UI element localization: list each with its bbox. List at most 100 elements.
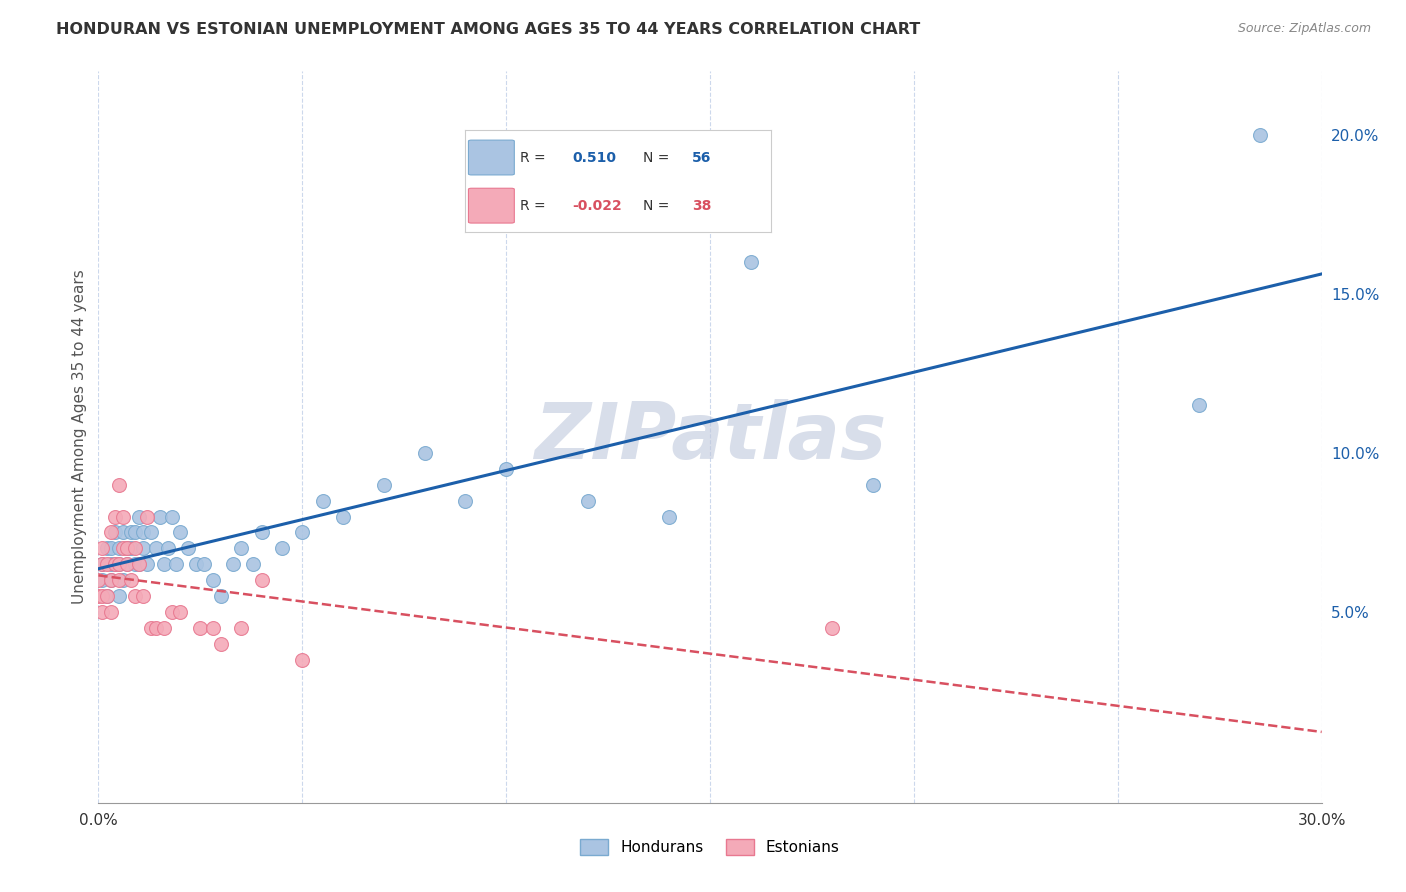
Point <box>111 541 134 556</box>
Point <box>152 621 174 635</box>
Point <box>108 541 131 556</box>
Point <box>169 605 191 619</box>
Point <box>209 589 232 603</box>
Point <box>862 477 884 491</box>
Point <box>231 541 253 556</box>
Y-axis label: Unemployment Among Ages 35 to 44 years: Unemployment Among Ages 35 to 44 years <box>72 269 87 605</box>
Text: N =: N = <box>643 151 673 164</box>
Point <box>104 509 127 524</box>
Text: 56: 56 <box>692 151 711 164</box>
Point <box>250 573 273 587</box>
Point <box>124 558 146 572</box>
FancyBboxPatch shape <box>468 188 515 223</box>
Point <box>373 477 395 491</box>
Point <box>201 621 224 635</box>
Point <box>169 525 191 540</box>
Point <box>1249 128 1271 142</box>
Point <box>141 525 163 540</box>
Point <box>100 558 122 572</box>
Point <box>454 493 477 508</box>
Point <box>231 621 253 635</box>
Point <box>115 558 138 572</box>
Point <box>576 493 599 508</box>
Point <box>658 509 681 524</box>
Point <box>111 573 134 587</box>
Text: R =: R = <box>520 199 550 212</box>
Point <box>91 558 114 572</box>
Point <box>209 637 232 651</box>
Point <box>821 621 844 635</box>
Point <box>100 525 122 540</box>
Point <box>115 541 138 556</box>
Point <box>291 653 314 667</box>
Point <box>132 541 155 556</box>
Point <box>87 589 110 603</box>
Point <box>91 541 114 556</box>
Point <box>270 541 294 556</box>
Point <box>145 621 167 635</box>
Point <box>111 509 134 524</box>
Point <box>201 573 224 587</box>
Point <box>160 605 183 619</box>
Point <box>132 589 155 603</box>
Point <box>120 541 142 556</box>
Point <box>136 509 159 524</box>
Point <box>413 446 436 460</box>
Point <box>312 493 335 508</box>
Text: HONDURAN VS ESTONIAN UNEMPLOYMENT AMONG AGES 35 TO 44 YEARS CORRELATION CHART: HONDURAN VS ESTONIAN UNEMPLOYMENT AMONG … <box>56 22 921 37</box>
Point <box>96 541 118 556</box>
Point <box>108 573 131 587</box>
Point <box>1188 398 1211 412</box>
Text: ZIPatlas: ZIPatlas <box>534 399 886 475</box>
Point <box>100 573 122 587</box>
Point <box>495 462 517 476</box>
Point <box>124 589 146 603</box>
Text: 38: 38 <box>692 199 711 212</box>
Point <box>100 573 122 587</box>
Point <box>156 541 179 556</box>
Point <box>242 558 264 572</box>
Text: 0.510: 0.510 <box>572 151 616 164</box>
Point <box>291 525 314 540</box>
Point <box>91 573 114 587</box>
Text: Source: ZipAtlas.com: Source: ZipAtlas.com <box>1237 22 1371 36</box>
Point <box>124 525 146 540</box>
Point <box>104 525 127 540</box>
Point <box>108 558 131 572</box>
Point <box>91 605 114 619</box>
Point <box>108 558 131 572</box>
Point <box>91 589 114 603</box>
Point <box>165 558 187 572</box>
Text: -0.022: -0.022 <box>572 199 623 212</box>
Point <box>124 541 146 556</box>
Point <box>332 509 354 524</box>
Point <box>108 477 131 491</box>
Point <box>250 525 273 540</box>
Point <box>128 558 150 572</box>
Point <box>96 589 118 603</box>
Point <box>96 589 118 603</box>
Point <box>149 509 172 524</box>
Point <box>136 558 159 572</box>
Point <box>145 541 167 556</box>
Point <box>132 525 155 540</box>
Point <box>100 541 122 556</box>
Legend: Hondurans, Estonians: Hondurans, Estonians <box>574 833 846 861</box>
Point <box>193 558 215 572</box>
Point <box>115 558 138 572</box>
Point <box>100 605 122 619</box>
Text: N =: N = <box>643 199 673 212</box>
Point <box>177 541 200 556</box>
Point <box>91 558 114 572</box>
Point <box>115 541 138 556</box>
Point <box>104 558 127 572</box>
FancyBboxPatch shape <box>468 140 515 175</box>
Point <box>111 525 134 540</box>
Point <box>160 509 183 524</box>
Point <box>120 573 142 587</box>
Text: R =: R = <box>520 151 550 164</box>
Point <box>152 558 174 572</box>
Point <box>87 573 110 587</box>
Point <box>108 589 131 603</box>
Point <box>222 558 245 572</box>
